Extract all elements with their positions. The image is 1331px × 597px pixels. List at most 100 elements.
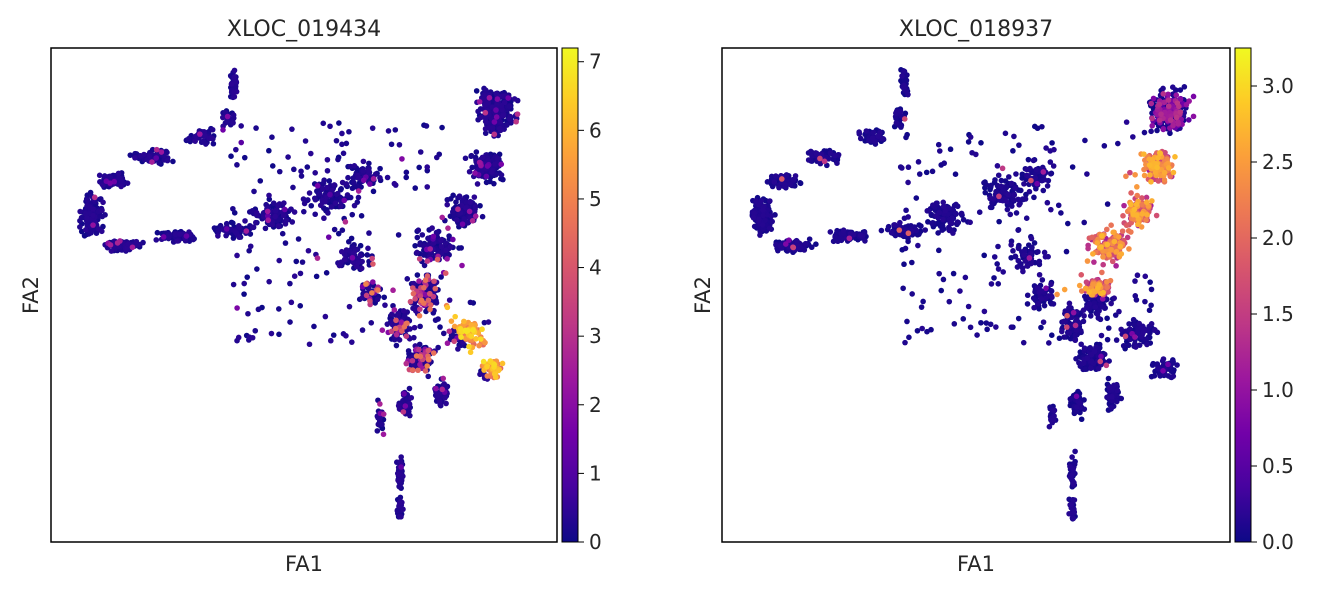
scatter-point (367, 298, 373, 304)
scatter-point (361, 159, 367, 165)
scatter-point (419, 232, 425, 238)
scatter-point (1029, 245, 1035, 251)
scatter-point (399, 156, 405, 162)
scatter-point (324, 185, 330, 191)
scatter-point (933, 213, 939, 219)
scatter-point (231, 112, 237, 118)
scatter-point (426, 348, 432, 354)
scatter-point (238, 123, 244, 129)
x-axis-label: FA1 (285, 552, 323, 576)
scatter-point (502, 100, 508, 106)
scatter-point (347, 304, 353, 310)
scatter-point (988, 183, 994, 189)
scatter-point (147, 153, 153, 159)
scatter-point (1144, 342, 1150, 348)
scatter-point (408, 395, 414, 401)
scatter-point (1168, 117, 1174, 123)
plot-frame (51, 48, 557, 542)
scatter-point (1081, 319, 1087, 325)
scatter-point (237, 224, 243, 230)
scatter-point (492, 161, 498, 167)
scatter-point (1072, 449, 1078, 455)
scatter-point (449, 318, 455, 324)
scatter-point (416, 227, 422, 233)
scatter-point (1126, 342, 1132, 348)
scatter-point (359, 266, 365, 272)
scatter-point (864, 128, 870, 134)
scatter-point (377, 175, 383, 181)
scatter-point (902, 340, 908, 346)
scatter-point (116, 171, 122, 177)
scatter-point (1131, 317, 1137, 323)
scatter-point (1051, 147, 1057, 153)
scatter-point (417, 306, 423, 312)
scatter-point (941, 160, 947, 166)
scatter-point (345, 192, 351, 198)
scatter-point (415, 235, 421, 241)
scatter-point (432, 286, 438, 292)
scatter-point (427, 307, 433, 313)
scatter-point (1040, 277, 1046, 283)
scatter-point (431, 234, 437, 240)
scatter-point (242, 155, 248, 161)
scatter-point (276, 306, 282, 312)
scatter-point (1016, 316, 1022, 322)
scatter-point (360, 327, 366, 333)
scatter-point (443, 270, 449, 276)
scatter-point (1036, 259, 1042, 265)
scatter-point (1115, 141, 1121, 147)
scatter-point (366, 230, 372, 236)
scatter-point (340, 227, 346, 233)
scatter-point (447, 297, 453, 303)
scatter-point (906, 230, 912, 236)
scatter-point (1035, 249, 1041, 255)
scatter-point (1010, 148, 1016, 154)
scatter-point (439, 215, 445, 221)
scatter-point (364, 293, 370, 299)
scatter-point (266, 148, 272, 154)
scatter-point (272, 214, 278, 220)
scatter-point (995, 163, 1001, 169)
scatter-point (393, 326, 399, 332)
scatter-point (346, 129, 352, 135)
scatter-point (470, 218, 476, 224)
scatter-point (924, 170, 930, 176)
scatter-point (1141, 167, 1147, 173)
scatter-point (1016, 246, 1022, 252)
scatter-point (953, 211, 959, 217)
scatter-point (1107, 385, 1113, 391)
scatter-point (779, 176, 785, 182)
scatter-point (1092, 349, 1098, 355)
scatter-point (1003, 131, 1009, 137)
scatter-point (957, 288, 963, 294)
scatter-point (1174, 115, 1180, 121)
scatter-point (909, 291, 915, 297)
scatter-point (966, 304, 972, 310)
scatter-point (478, 336, 484, 342)
scatter-point (1085, 246, 1091, 252)
scatter-point (325, 168, 331, 174)
scatter-point (995, 244, 1001, 250)
scatter-point (438, 237, 444, 243)
scatter-point (1066, 511, 1072, 517)
scatter-point (303, 138, 309, 144)
scatter-point (1071, 509, 1077, 515)
scatter-point (1048, 207, 1054, 213)
scatter-point (236, 234, 242, 240)
scatter-point (197, 131, 203, 137)
scatter-point (1142, 274, 1148, 280)
scatter-point (1039, 288, 1045, 294)
scatter-point (1126, 321, 1132, 327)
scatter-point (414, 250, 420, 256)
scatter-point (460, 221, 466, 227)
scatter-point (1128, 190, 1134, 196)
scatter-point (1124, 222, 1130, 228)
scatter-point (1025, 301, 1031, 307)
scatter-point (361, 177, 367, 183)
scatter-point (1178, 109, 1184, 115)
scatter-point (1070, 497, 1076, 503)
scatter-point (1143, 217, 1149, 223)
scatter-point (269, 331, 275, 337)
scatter-point (1043, 285, 1049, 291)
